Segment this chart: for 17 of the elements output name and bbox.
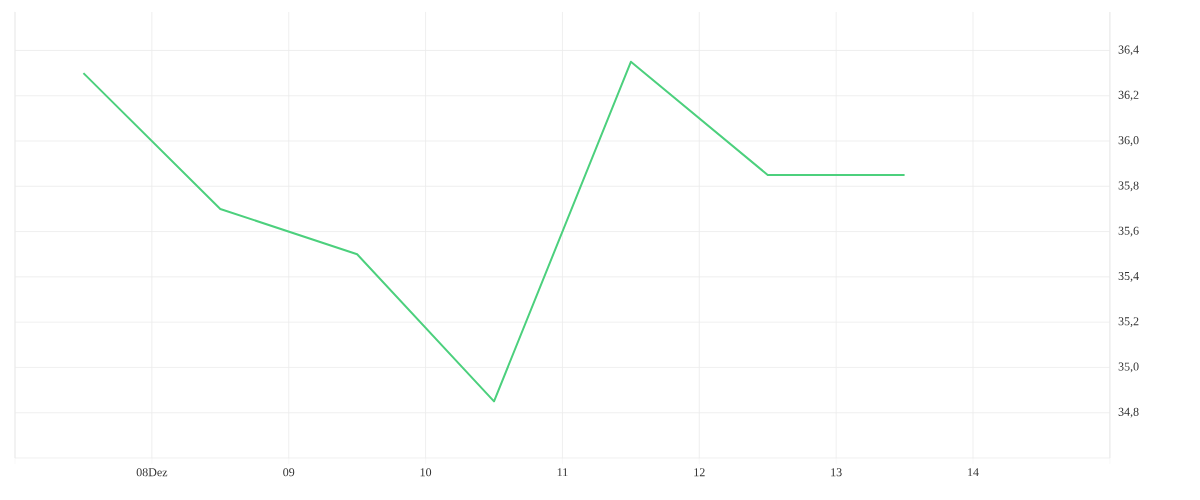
x-tick-label: 08Dez xyxy=(136,468,168,477)
y-tick-label: 35,0 xyxy=(1118,362,1139,373)
line-series xyxy=(82,60,906,403)
y-tick-label: 35,2 xyxy=(1118,317,1139,328)
x-tick-label: 11 xyxy=(557,468,568,477)
x-tick-label: 10 xyxy=(420,468,432,477)
y-tick-label: 35,6 xyxy=(1118,226,1139,237)
y-tick-label: 35,4 xyxy=(1118,271,1139,282)
y-tick-label: 35,8 xyxy=(1118,181,1139,192)
y-tick-label: 36,0 xyxy=(1118,136,1139,146)
x-tick-label: 13 xyxy=(831,468,842,477)
y-tick-label: 36,2 xyxy=(1118,90,1139,101)
y-tick-label: 36,4 xyxy=(1118,45,1139,56)
x-tick-label: 12 xyxy=(694,468,705,477)
x-tick-label: 14 xyxy=(968,468,979,477)
y-tick-label: 34,8 xyxy=(1118,407,1139,418)
x-tick-label: 09 xyxy=(283,468,295,477)
